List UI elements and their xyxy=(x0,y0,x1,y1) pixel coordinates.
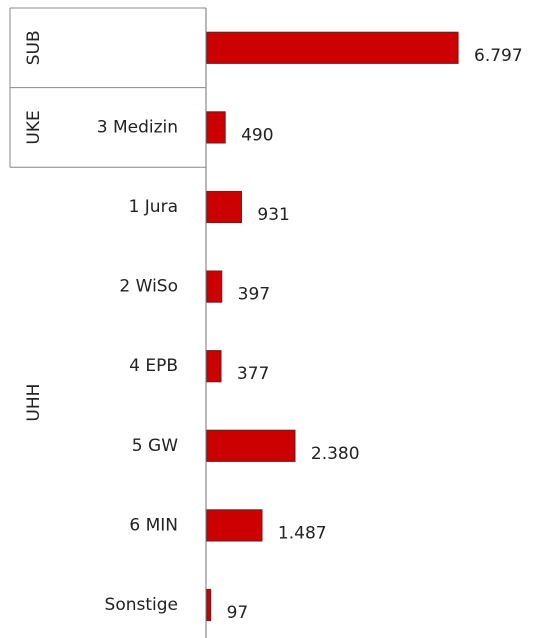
value-label: 377 xyxy=(237,364,269,384)
group-label: UHH xyxy=(24,384,44,422)
bar xyxy=(206,509,263,542)
value-label: 6.797 xyxy=(474,46,523,66)
value-label: 397 xyxy=(238,285,270,305)
category-label: 1 Jura xyxy=(129,197,178,217)
bar xyxy=(206,111,226,144)
bar xyxy=(206,429,296,462)
group-label: SUB xyxy=(24,30,44,65)
bar xyxy=(206,190,242,224)
value-label: 931 xyxy=(257,205,289,225)
bar xyxy=(206,270,223,303)
group-label: UKE xyxy=(24,110,44,144)
category-label: Sonstige xyxy=(105,595,178,615)
value-label: 97 xyxy=(227,603,249,623)
value-label: 1.487 xyxy=(278,523,327,543)
bar xyxy=(206,588,212,622)
bar xyxy=(206,31,459,64)
category-label: 3 Medizin xyxy=(97,117,178,137)
value-label: 490 xyxy=(241,125,273,145)
category-label: 5 GW xyxy=(132,436,178,456)
category-label: 2 WiSo xyxy=(119,277,178,297)
value-label: 2.380 xyxy=(311,444,360,464)
category-label: 4 EPB xyxy=(129,356,178,376)
category-label: 6 MIN xyxy=(129,515,178,535)
bar xyxy=(206,350,222,383)
